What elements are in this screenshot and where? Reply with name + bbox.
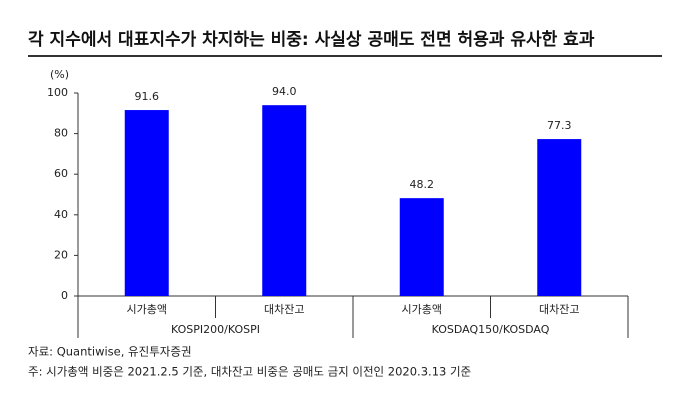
group-label: KOSPI200/KOSPI — [171, 323, 260, 336]
note: 주: 시가총액 비중은 2021.2.5 기준, 대차잔고 비중은 공매도 금지… — [28, 365, 471, 379]
source: 자료: Quantiwise, 유진투자증권 — [28, 345, 192, 359]
x-tick-label: 시가총액 — [127, 303, 167, 316]
bar — [537, 139, 582, 296]
x-tick-label: 대차잔고 — [264, 303, 304, 316]
x-tick-label: 대차잔고 — [539, 303, 579, 316]
y-tick-label: 80 — [54, 127, 68, 140]
y-unit: (%) — [50, 68, 69, 81]
bar — [262, 105, 307, 297]
y-tick-label: 40 — [54, 208, 68, 221]
bar — [124, 110, 169, 296]
group-label: KOSDAQ150/KOSDAQ — [432, 323, 550, 336]
y-tick-label: 20 — [54, 248, 68, 261]
value-label: 77.3 — [547, 119, 572, 132]
y-tick-label: 100 — [47, 86, 68, 99]
y-tick-label: 0 — [61, 289, 68, 302]
value-label: 91.6 — [135, 90, 160, 103]
chart-title: 각 지수에서 대표지수가 차지하는 비중: 사실상 공매도 전면 허용과 유사한… — [28, 30, 595, 50]
value-label: 48.2 — [410, 178, 435, 191]
value-label: 94.0 — [272, 85, 297, 98]
y-tick-label: 60 — [54, 167, 68, 180]
x-tick-label: 시가총액 — [402, 303, 442, 316]
bar — [399, 198, 444, 296]
